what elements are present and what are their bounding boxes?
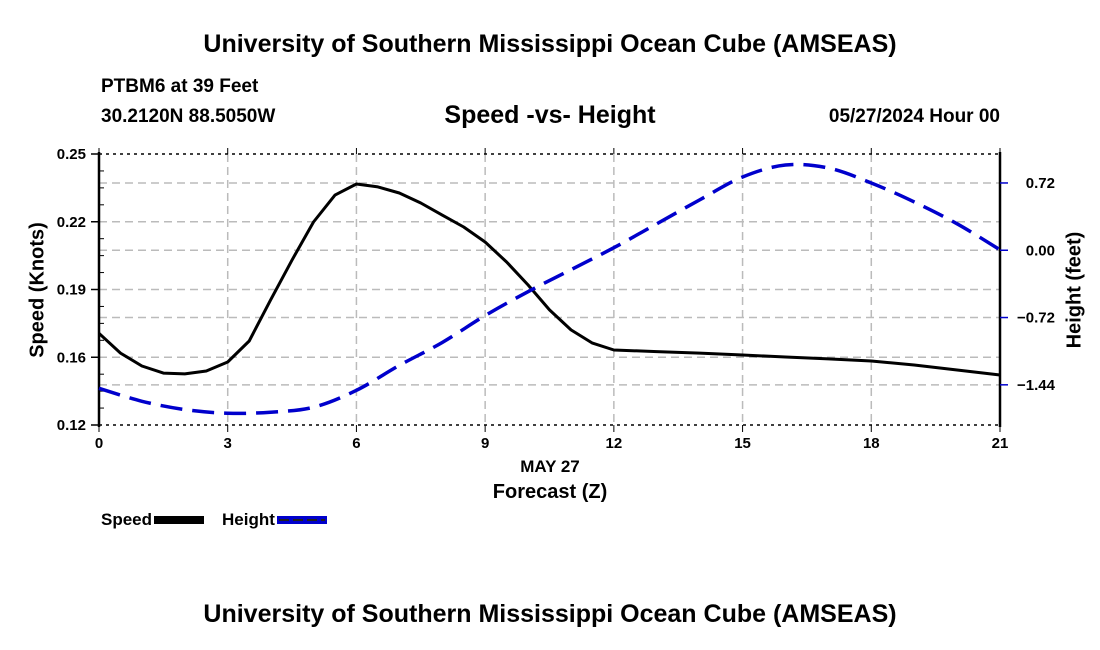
x-tick-label: 9 — [481, 435, 489, 452]
y-tick-label: 0.22 — [57, 214, 86, 231]
x-tick-label: 18 — [863, 435, 880, 452]
y-tick-label: 0.19 — [57, 282, 86, 299]
y-tick-label: 0.16 — [57, 349, 86, 366]
y-axis-label-right: Height (feet) — [1063, 231, 1086, 349]
x-tick-label: 0 — [95, 435, 103, 452]
legend-swatch-height — [276, 516, 327, 524]
coordinates-label: 30.2120N 88.5050W — [101, 106, 276, 127]
y2-tick-label: 0.00 — [1026, 242, 1055, 259]
tick-labels: 0 3 6 9 12 15 18 21 0.25 0.22 0.19 0.16 0.12 0.72 0.00… — [57, 146, 1056, 452]
datetime-label: 05/27/2024 Hour 00 — [828, 106, 1000, 127]
legend: Speed Height — [101, 510, 345, 530]
x-tick-label: 6 — [352, 435, 360, 452]
y2-tick-label: −0.72 — [1017, 310, 1055, 327]
grid-lines — [99, 154, 1000, 425]
x-tick-label: 3 — [224, 435, 232, 452]
y-axis-label-left: Speed (Knots) — [26, 222, 49, 358]
main-title: University of Southern Mississippi Ocean… — [203, 30, 897, 58]
x-tick-label: 15 — [734, 435, 751, 452]
axes — [91, 148, 1008, 432]
chart-title: Speed -vs- Height — [444, 101, 656, 129]
series-layer — [97, 162, 1001, 416]
x-tick-label: 12 — [606, 435, 623, 452]
x-axis-label: Forecast (Z) — [492, 481, 608, 503]
station-label: PTBM6 at 39 Feet — [101, 76, 259, 97]
y2-tick-label: −1.44 — [1017, 377, 1056, 394]
footer-title: University of Southern Mississippi Ocean… — [203, 600, 897, 628]
legend-label-speed: Speed — [101, 510, 153, 529]
y-tick-label: 0.25 — [57, 146, 86, 163]
series-speed-line — [97, 182, 1001, 377]
series-height-line — [98, 162, 1001, 416]
y2-tick-label: 0.72 — [1026, 175, 1055, 192]
legend-label-height: Height — [222, 510, 275, 529]
x-date-label: MAY 27 — [520, 457, 580, 476]
legend-swatch-speed — [154, 516, 205, 524]
x-tick-label: 21 — [992, 435, 1009, 452]
y-tick-label: 0.12 — [57, 417, 86, 434]
